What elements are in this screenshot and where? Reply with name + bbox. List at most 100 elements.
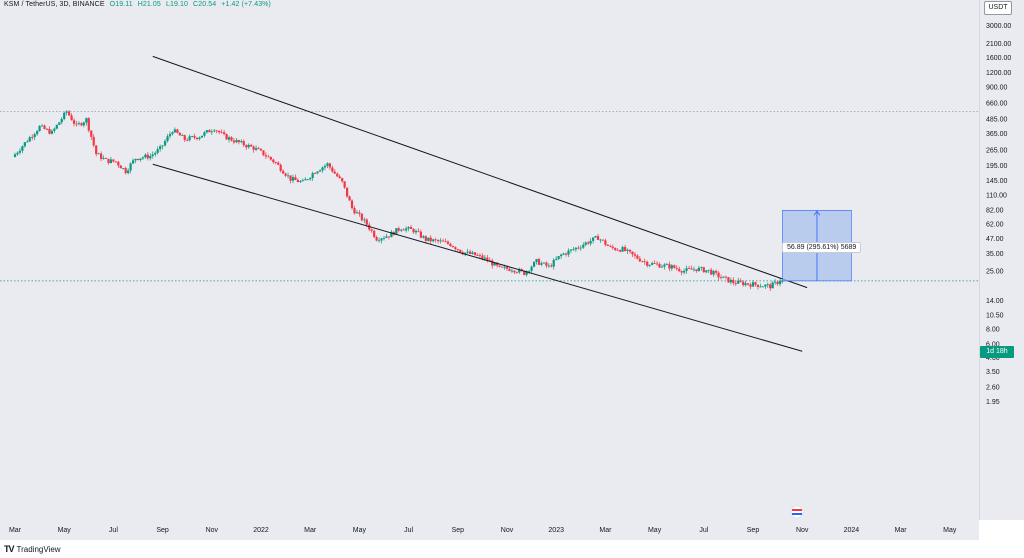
candle-body (505, 267, 509, 269)
candle-body (729, 279, 732, 283)
candle-body (451, 246, 454, 248)
candle-body (119, 165, 122, 169)
candle-body (274, 162, 277, 163)
candle-body (272, 159, 275, 163)
candle-body (156, 149, 159, 153)
candle-body (582, 244, 585, 248)
symbol-name[interactable]: KSM / TetherUS, 3D, BINANCE (4, 1, 105, 8)
candle-body (240, 141, 243, 143)
candle-body (405, 228, 408, 231)
candle-body (321, 167, 324, 171)
candle-body (171, 132, 174, 135)
candle-body (117, 161, 120, 166)
candle-body (503, 267, 506, 268)
candle-body (92, 136, 95, 146)
candle-body (387, 236, 391, 238)
candle-body (227, 137, 231, 140)
candle-body (515, 272, 518, 274)
candle-body (705, 270, 708, 273)
price-tick-label: 1.95 (986, 399, 1000, 406)
candlestick-chart[interactable]: 4300.003000.002100.001600.001200.00900.0… (0, 0, 1024, 540)
candle-body (498, 265, 501, 267)
candle-body (176, 129, 179, 133)
candle-body (562, 253, 565, 255)
measure-label: 56.89 (295.61%) 5689 (782, 242, 862, 253)
candle-body (131, 160, 135, 164)
candle-body (761, 286, 764, 288)
candle-body (80, 123, 83, 126)
candle-body (26, 141, 29, 143)
candle-body (350, 200, 354, 209)
candle-body (154, 152, 157, 155)
currency-selector[interactable]: USDT (984, 1, 1012, 15)
candle-body (530, 266, 533, 271)
event-flag-stripe (792, 513, 802, 515)
candle-body (129, 163, 132, 171)
tradingview-logo[interactable]: TV TradingView (4, 544, 61, 554)
candle-body (245, 145, 248, 148)
price-tick-label: 14.00 (986, 298, 1004, 305)
candle-body (390, 231, 393, 238)
price-tick-label: 82.00 (986, 207, 1004, 214)
time-tick-label: May (353, 527, 367, 534)
symbol-legend[interactable]: KSM / TetherUS, 3D, BINANCE O19.11 H21.0… (4, 1, 274, 8)
candle-body (289, 175, 292, 181)
time-tick-label: Mar (599, 527, 612, 534)
candle-body (560, 254, 563, 257)
time-tick-label: Sep (156, 527, 169, 534)
candle-body (282, 170, 285, 174)
candle-body (107, 158, 110, 164)
candle-body (232, 140, 236, 143)
candle-body (168, 134, 172, 137)
candle-body (734, 283, 737, 284)
candle-body (13, 154, 17, 158)
candle-body (55, 124, 58, 129)
candle-body (441, 240, 445, 242)
time-tick-label: Jul (699, 527, 708, 534)
candle-body (198, 137, 201, 139)
candle-body (678, 268, 681, 272)
candle-body (478, 255, 482, 257)
candle-body (419, 231, 422, 238)
candle-body (646, 261, 649, 266)
candle-body (658, 263, 661, 268)
price-tick-label: 145.00 (986, 178, 1008, 185)
time-tick-label: 2024 (844, 527, 860, 534)
candle-body (552, 259, 555, 267)
candle-body (203, 132, 206, 136)
time-tick-label: May (58, 527, 72, 534)
price-tick-label: 3.50 (986, 369, 1000, 376)
candle-body (235, 140, 238, 143)
candle-body (587, 242, 590, 244)
candle-body (38, 125, 41, 132)
candle-body (636, 255, 639, 259)
candle-body (604, 240, 607, 245)
candle-body (50, 130, 53, 134)
candle-body (638, 258, 641, 262)
candle-body (532, 261, 536, 267)
candle-body (774, 281, 777, 283)
candle-body (687, 268, 691, 270)
time-axis[interactable] (0, 520, 979, 540)
candle-body (77, 123, 81, 125)
candle-body (579, 247, 582, 249)
candle-body (500, 266, 504, 268)
brand-name: TradingView (16, 544, 61, 554)
candle-body (360, 213, 363, 221)
channel-lower-line (152, 163, 803, 352)
price-tick-label: 1200.00 (986, 70, 1011, 77)
candle-body (159, 146, 162, 150)
candle-body (564, 253, 568, 255)
candle-body (331, 167, 334, 172)
candle-body (375, 237, 378, 241)
candle-body (459, 249, 462, 253)
price-axis[interactable] (979, 0, 1024, 520)
candle-body (188, 136, 191, 141)
candle-body (348, 196, 351, 201)
candle-body (651, 263, 654, 265)
candle-body (102, 158, 105, 159)
candle-body (471, 252, 474, 254)
candle-body (205, 130, 208, 133)
countdown-price-tag: 1d 18h (980, 346, 1014, 358)
candle-body (306, 179, 309, 181)
